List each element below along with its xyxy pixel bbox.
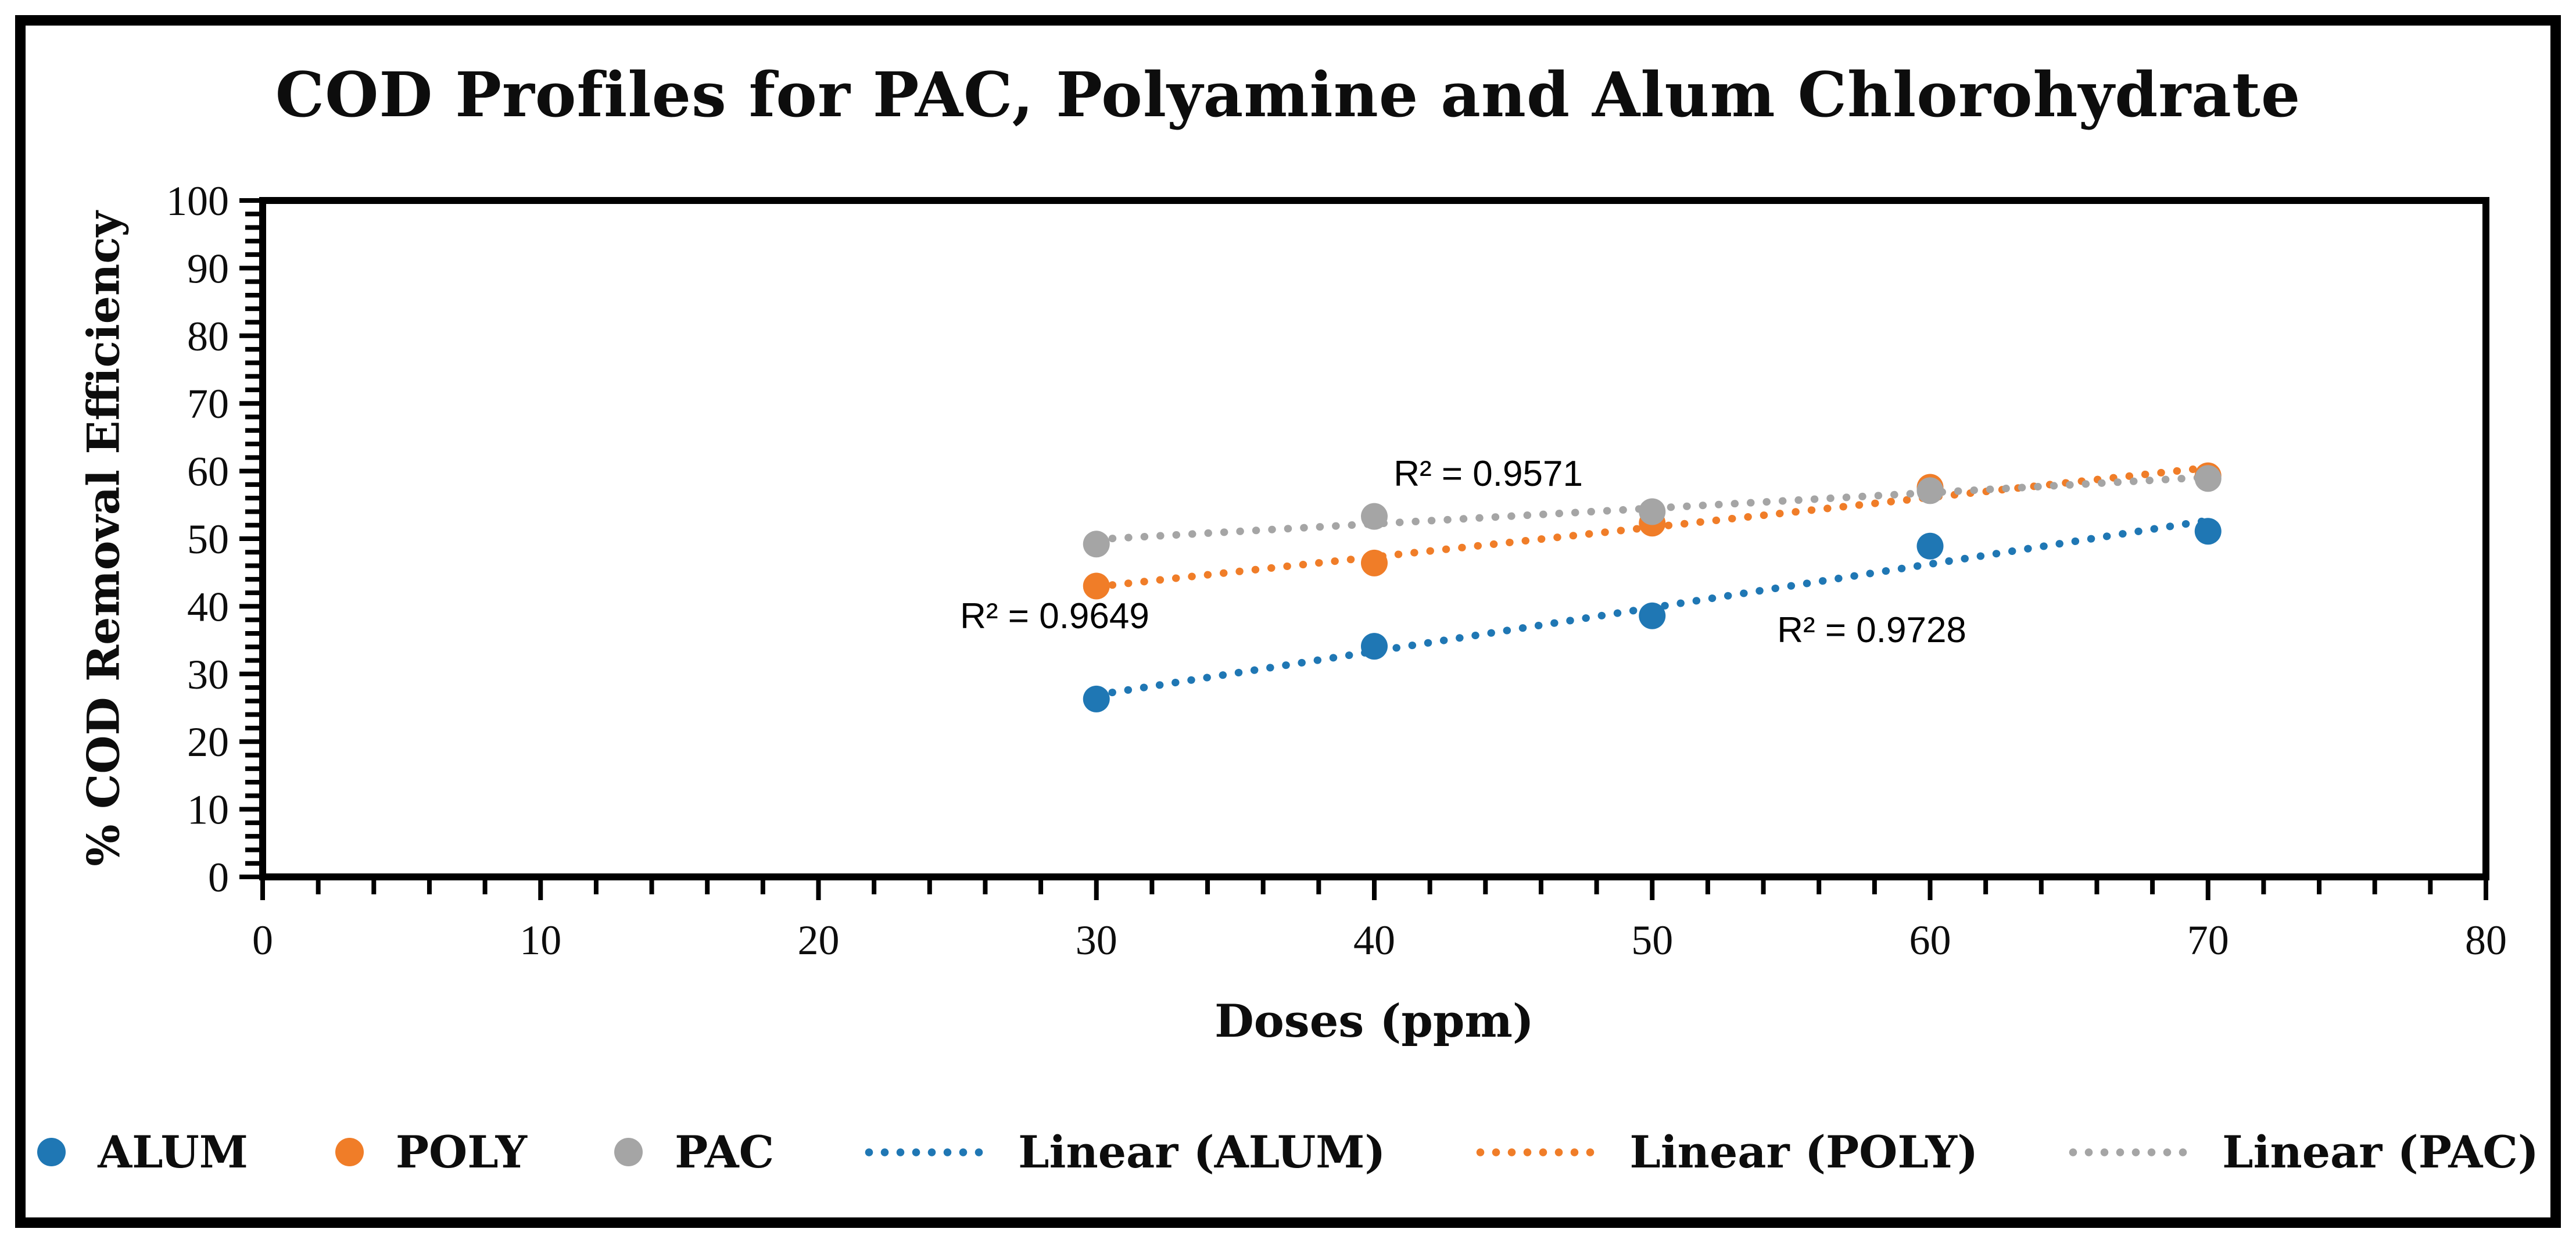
x-tick-label: 20 bbox=[798, 917, 840, 963]
alum-dot-icon bbox=[37, 1138, 66, 1166]
legend-label-linear-alum: Linear (ALUM) bbox=[1018, 1126, 1386, 1178]
y-tick-label: 60 bbox=[187, 449, 229, 495]
legend-item-linear-poly: Linear (POLY) bbox=[1472, 1126, 1978, 1178]
poly-dot-icon bbox=[335, 1138, 364, 1166]
y-tick-label: 100 bbox=[166, 178, 229, 224]
pac-dot-icon bbox=[614, 1138, 643, 1166]
legend-item-alum: ALUM bbox=[37, 1126, 248, 1178]
pac-marker bbox=[1916, 477, 1944, 504]
y-tick-label: 0 bbox=[208, 854, 229, 901]
poly-marker bbox=[1361, 549, 1388, 576]
y-tick-label: 20 bbox=[187, 719, 229, 765]
legend-label-pac: PAC bbox=[675, 1126, 775, 1178]
pac-marker bbox=[1361, 503, 1388, 530]
x-tick-label: 80 bbox=[2465, 917, 2507, 963]
plot-border bbox=[259, 197, 2489, 880]
x-tick-label: 0 bbox=[252, 917, 273, 963]
x-tick-label: 70 bbox=[2187, 917, 2229, 963]
legend-item-linear-alum: Linear (ALUM) bbox=[861, 1126, 1385, 1178]
y-tick-label: 30 bbox=[187, 651, 229, 698]
y-tick-label: 90 bbox=[187, 245, 229, 292]
x-tick-label: 60 bbox=[1909, 917, 1951, 963]
r-squared-annotation-alum: R² = 0.9728 bbox=[1777, 610, 1966, 651]
x-tick-label: 50 bbox=[1631, 917, 1673, 963]
chart-title: COD Profiles for PAC, Polyamine and Alum… bbox=[275, 58, 2301, 131]
y-tick-label: 70 bbox=[187, 381, 229, 427]
x-tick-label: 30 bbox=[1076, 917, 1117, 963]
figure-border bbox=[15, 15, 2561, 1228]
alum-marker bbox=[1083, 685, 1110, 712]
legend-item-linear-pac: Linear (PAC) bbox=[2065, 1126, 2539, 1178]
y-tick-label: 50 bbox=[187, 516, 229, 563]
alum-marker bbox=[1639, 602, 1666, 629]
legend-label-poly: POLY bbox=[395, 1126, 528, 1178]
alum-marker bbox=[1916, 532, 1944, 560]
linear-poly-dotted-line-icon bbox=[1472, 1148, 1598, 1156]
pac-marker bbox=[1639, 498, 1666, 525]
legend-item-poly: POLY bbox=[335, 1126, 527, 1178]
legend-label-alum: ALUM bbox=[98, 1126, 248, 1178]
r-squared-annotation-poly: R² = 0.9649 bbox=[960, 596, 1149, 636]
linear-alum-dotted-line-icon bbox=[861, 1148, 987, 1156]
linear-pac-dotted-line-icon bbox=[2065, 1148, 2191, 1156]
legend: ALUM POLY PAC Linear (ALUM) Linear (POLY… bbox=[37, 1126, 2539, 1178]
alum-marker bbox=[1361, 633, 1388, 660]
y-tick-label: 10 bbox=[187, 787, 229, 833]
poly-marker bbox=[1083, 572, 1110, 600]
legend-item-pac: PAC bbox=[614, 1126, 774, 1178]
pac-marker bbox=[1083, 531, 1110, 558]
x-tick-label: 40 bbox=[1353, 917, 1395, 963]
y-tick-label: 40 bbox=[187, 583, 229, 630]
legend-label-linear-pac: Linear (PAC) bbox=[2222, 1126, 2539, 1178]
y-tick-label: 80 bbox=[187, 313, 229, 360]
x-tick-label: 10 bbox=[520, 917, 561, 963]
r-squared-annotation-pac: R² = 0.9571 bbox=[1393, 454, 1583, 495]
legend-label-linear-poly: Linear (POLY) bbox=[1629, 1126, 1979, 1178]
alum-marker bbox=[2194, 518, 2222, 545]
x-axis-title: Doses (ppm) bbox=[1214, 995, 1534, 1048]
pac-marker bbox=[2194, 465, 2222, 492]
